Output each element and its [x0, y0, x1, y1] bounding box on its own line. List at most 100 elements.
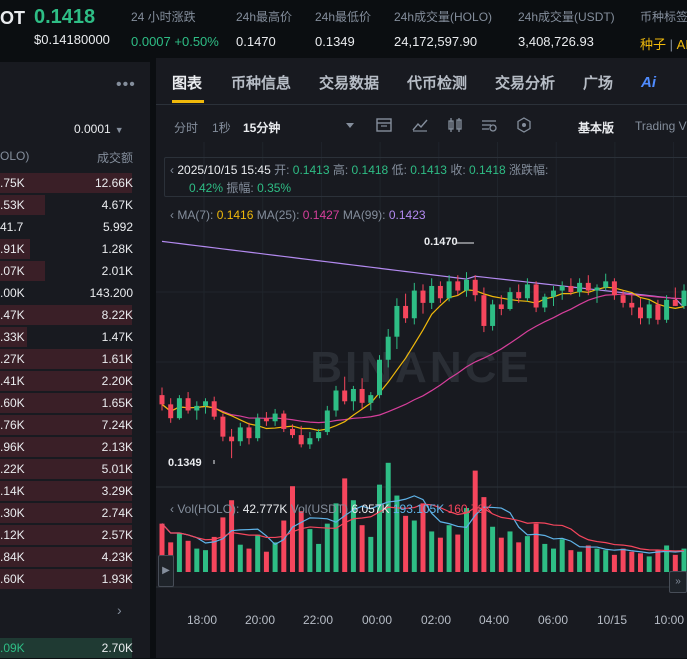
candle-body	[168, 404, 174, 419]
volume-ma-line	[161, 495, 685, 554]
basic-view-toggle[interactable]: 基本版	[578, 121, 615, 135]
ask-row[interactable]: .27K 1.61K	[0, 348, 150, 370]
ask-total: 4.67K	[101, 198, 133, 212]
candle-body	[185, 398, 191, 411]
ask-total: 7.24K	[101, 418, 133, 432]
tab-trade-analysis[interactable]: 交易分析	[495, 75, 556, 92]
ai-icon[interactable]: Ai	[641, 74, 656, 91]
tab-token-check[interactable]: 代币检测	[407, 75, 468, 92]
ask-row[interactable]: .47K 8.22K	[0, 304, 150, 326]
ask-row[interactable]: .07K 2.01K	[0, 260, 150, 282]
ask-row[interactable]: .84K 4.23K	[0, 546, 150, 568]
ask-row[interactable]: .76K 7.24K	[0, 414, 150, 436]
collapse-icon[interactable]: ‹	[170, 163, 174, 177]
volume-bar	[298, 511, 304, 572]
volume-bar	[272, 542, 278, 572]
candle-body	[524, 284, 530, 299]
candle-body	[577, 282, 583, 293]
ticker-header: OT 0.1418 $0.14180000 24 小时涨跌 0.0007 +0.…	[0, 0, 687, 58]
tab-square[interactable]: 广场	[583, 75, 614, 92]
candle-body	[281, 413, 287, 429]
symbol-name[interactable]: OT	[0, 8, 25, 28]
high-value: 0.1418	[351, 163, 389, 177]
open-value: 0.1413	[292, 163, 330, 177]
candle-body	[263, 418, 269, 422]
volume-bar	[577, 551, 583, 572]
chevron-down-icon: ▼	[114, 125, 124, 135]
tag-ai[interactable]: AI	[676, 37, 687, 52]
chart-settings-icon[interactable]	[479, 115, 499, 135]
close-value: 0.1418	[469, 163, 506, 177]
bid-row[interactable]: .09K 2.70K	[0, 637, 150, 659]
ask-row[interactable]: .60K 1.93K	[0, 568, 150, 590]
ask-row[interactable]: .33K 1.47K	[0, 326, 150, 348]
ask-row[interactable]: .12K 2.57K	[0, 524, 150, 546]
ask-row[interactable]: .30K 2.74K	[0, 502, 150, 524]
ask-total: 12.66K	[94, 176, 133, 190]
ask-row[interactable]: .22K 5.01K	[0, 458, 150, 480]
ask-total: 1.28K	[101, 242, 133, 256]
ask-row[interactable]: .00K 143.200	[0, 282, 150, 304]
collapse-icon[interactable]: ‹	[170, 502, 174, 516]
ask-row[interactable]: 41.7 5.992	[0, 216, 150, 238]
tradingview-toggle[interactable]: Trading V	[635, 119, 687, 133]
tag-seed[interactable]: 种子	[640, 37, 667, 52]
candle-body	[437, 285, 443, 299]
ask-total: 5.01K	[101, 462, 133, 476]
interval-1s[interactable]: 1秒	[212, 121, 231, 135]
interval-15m[interactable]: 15分钟	[243, 121, 281, 135]
ask-row[interactable]: .96K 2.13K	[0, 436, 150, 458]
volume-bar	[211, 536, 217, 572]
depth-bar	[0, 173, 132, 193]
volume-bar	[429, 531, 435, 572]
depth-bar	[0, 481, 132, 501]
tab-trading-data[interactable]: 交易数据	[319, 75, 380, 92]
ask-amount: .84K	[0, 550, 25, 564]
indicator-icon[interactable]	[410, 115, 430, 135]
ask-row[interactable]: .60K 1.65K	[0, 392, 150, 414]
ask-amount: .96K	[0, 440, 25, 454]
candle-body	[629, 302, 635, 308]
more-dots-icon[interactable]: •••	[116, 76, 136, 93]
volume-bar	[629, 551, 635, 572]
ask-row[interactable]: .91K 1.28K	[0, 238, 150, 260]
ma25-label: MA(25):	[256, 208, 300, 222]
volume-bar	[411, 520, 417, 572]
ask-row[interactable]: .75K 12.66K	[0, 172, 150, 194]
vol-holo-value: 42.777K	[242, 502, 288, 516]
interval-timeline[interactable]: 分时	[174, 121, 199, 135]
ask-total: 2.57K	[101, 528, 133, 542]
precision-select[interactable]: 0.0001 ▼	[74, 122, 124, 136]
depth-bar	[0, 239, 30, 259]
ask-total: 2.74K	[101, 506, 133, 520]
open-label: 开:	[274, 163, 290, 177]
col-header-amount: OLO)	[0, 149, 30, 163]
order-book: ••• 0.0001 ▼ OLO) 成交额 .75K 12.66K .53K 4.67K…	[0, 62, 150, 658]
scroll-right-icon[interactable]: »	[669, 571, 687, 593]
stat-value: 24,172,597.90	[394, 34, 478, 49]
volume-bar	[464, 508, 469, 572]
ask-row[interactable]: .41K 2.20K	[0, 370, 150, 392]
scroll-left-icon[interactable]: ▶	[158, 555, 174, 587]
volume-bar	[542, 543, 548, 572]
tab-chart[interactable]: 图表	[172, 75, 203, 92]
calendar-icon[interactable]	[374, 115, 394, 135]
candle-body	[411, 290, 417, 319]
candle-style-icon[interactable]	[445, 115, 465, 135]
hexagon-icon[interactable]	[514, 115, 534, 135]
ask-row[interactable]: .14K 3.29K	[0, 480, 150, 502]
candle-body	[611, 281, 617, 296]
ask-row[interactable]: .53K 4.67K	[0, 194, 150, 216]
ask-amount: .47K	[0, 308, 25, 322]
interval-dropdown-icon[interactable]	[340, 115, 360, 135]
candle-body	[220, 416, 226, 437]
tab-token-info[interactable]: 币种信息	[231, 75, 292, 92]
ask-amount: .27K	[0, 352, 25, 366]
chevron-right-icon[interactable]: ›	[117, 602, 122, 618]
collapse-icon[interactable]: ‹	[170, 208, 174, 222]
candle-body	[159, 395, 165, 405]
price-chart[interactable]: BINANCE	[156, 142, 687, 602]
ask-total: 4.23K	[101, 550, 133, 564]
x-tick-label: 06:00	[538, 613, 569, 627]
volume-bar	[524, 536, 530, 572]
